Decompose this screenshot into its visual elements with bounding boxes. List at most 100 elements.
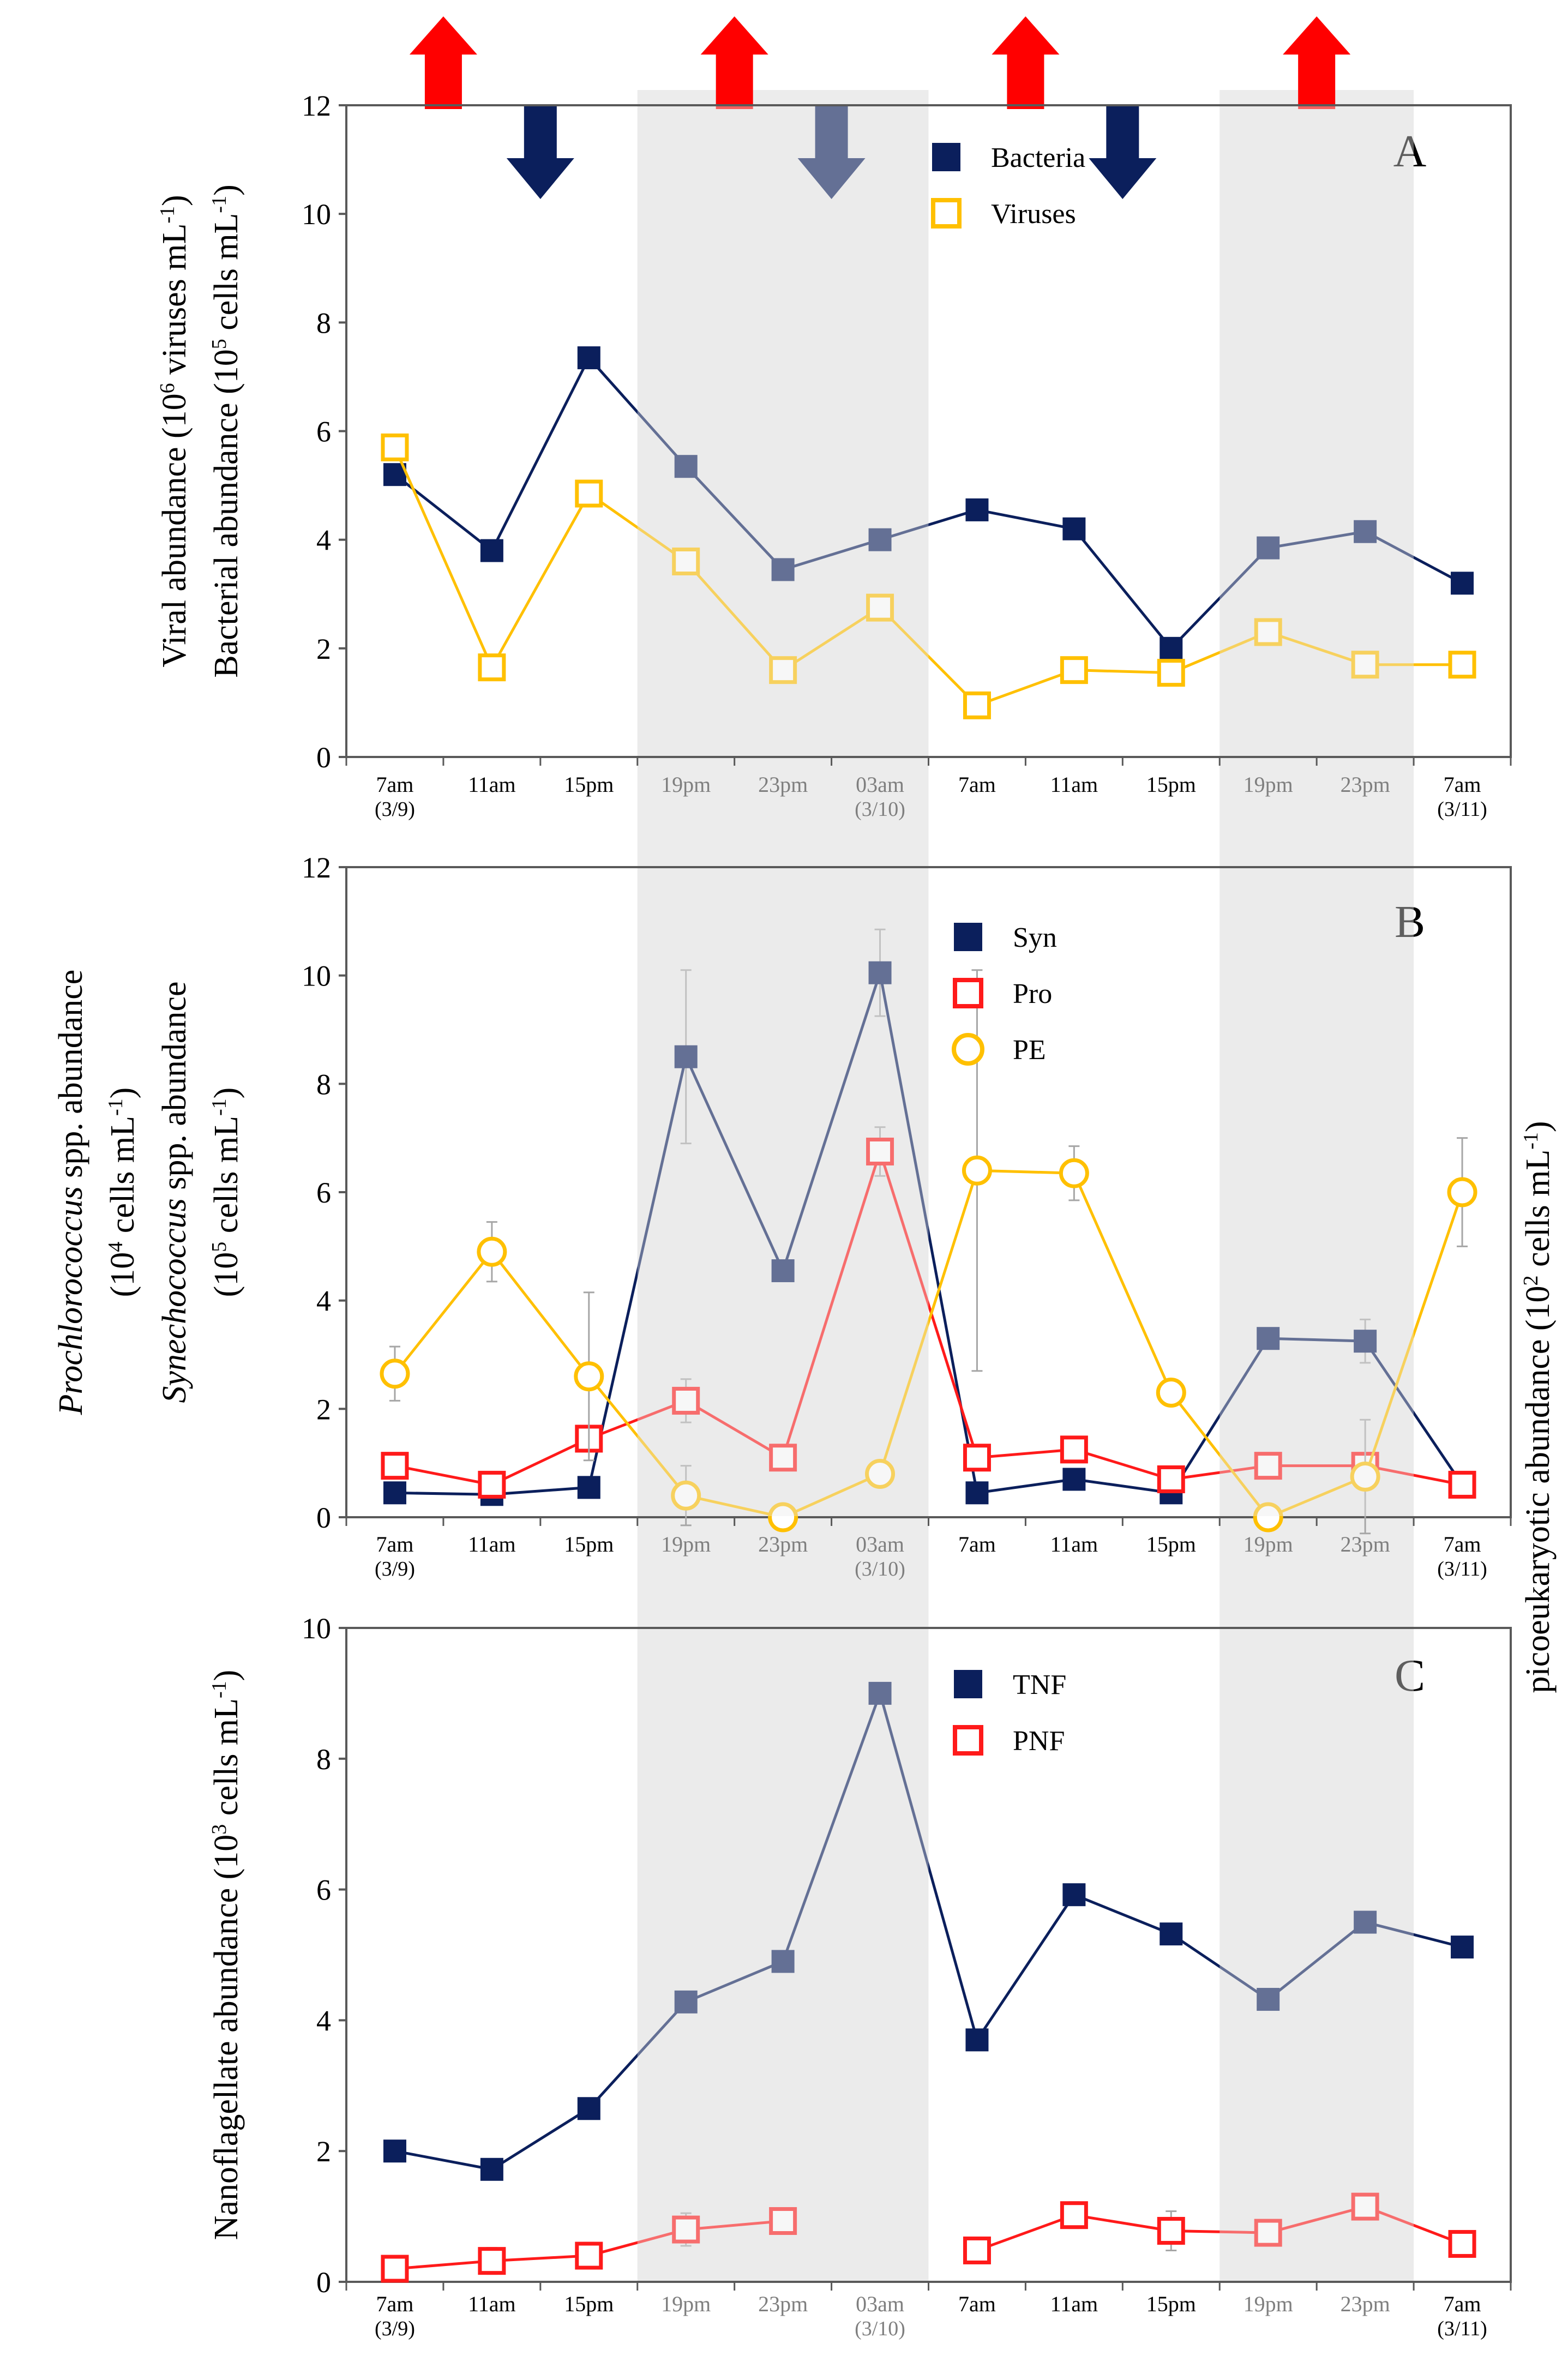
marker-Viruses <box>769 656 797 684</box>
y-tick-label: 2 <box>316 633 331 665</box>
y-tick-label: 0 <box>316 2266 331 2299</box>
y-tick-label: 10 <box>302 960 331 993</box>
x-tick-label: 23pm <box>1341 2292 1390 2316</box>
marker-Bacteria <box>1062 517 1086 540</box>
series-line-PNF <box>976 2214 1075 2252</box>
marker-PNF <box>963 2236 991 2264</box>
series-Viruses <box>381 433 1476 719</box>
series-line-Syn <box>1268 1337 1366 1343</box>
x-tick-label: 15pm <box>1146 1532 1196 1556</box>
marker-TNF <box>577 2097 600 2120</box>
y-axis-title: Prochlorococcus spp. abundance <box>52 970 89 1416</box>
marker-Pro <box>1157 1465 1185 1493</box>
marker-PNF <box>1157 2216 1185 2245</box>
legend-marker <box>953 978 983 1008</box>
series-line-Bacteria <box>1267 530 1366 550</box>
series-line-Pro <box>977 1448 1074 1459</box>
marker-PE <box>574 1361 604 1392</box>
series-line-PE <box>490 1251 590 1378</box>
legend-label: PE <box>1013 1035 1046 1066</box>
series-line-Pro <box>588 1399 687 1440</box>
marker-PE <box>1447 1177 1477 1207</box>
marker-Viruses <box>866 593 894 622</box>
arrow-up-1 <box>700 16 768 109</box>
series-line-Bacteria <box>587 357 687 467</box>
x-tick-date: (3/10) <box>855 798 905 821</box>
panel-letter: C <box>1395 1650 1425 1701</box>
series-line-Viruses <box>782 606 881 671</box>
marker-TNF <box>1451 1936 1474 1959</box>
series-line-Pro <box>1170 1464 1269 1481</box>
marker-PNF <box>1351 2192 1379 2221</box>
arrow-down-0 <box>506 106 574 199</box>
x-tick-date: (3/11) <box>1437 2317 1487 2340</box>
x-tick-label: 15pm <box>564 2292 614 2316</box>
y-tick-label: 2 <box>316 2135 331 2168</box>
x-tick-label: 11am <box>1050 772 1098 797</box>
marker-Viruses <box>1060 656 1088 684</box>
x-tick-label: 03am <box>856 2292 904 2316</box>
series-line-PNF <box>1073 2214 1172 2232</box>
series-line-Bacteria <box>1073 528 1173 650</box>
legend-label: Bacteria <box>991 142 1085 173</box>
marker-TNF <box>480 2157 503 2181</box>
x-tick-label: 7am <box>376 1532 414 1556</box>
series-line-Syn <box>1170 1337 1270 1494</box>
legend-marker <box>952 1033 984 1066</box>
legend-label: PNF <box>1013 1726 1065 1757</box>
marker-TNF <box>1062 1883 1086 1907</box>
series-line-TNF <box>879 1693 978 2041</box>
marker-PNF <box>1060 2201 1088 2229</box>
marker-PNF <box>1254 2219 1282 2247</box>
legend-label: Syn <box>1013 922 1057 953</box>
night-wash <box>1219 1629 1414 2281</box>
legend-marker <box>953 1725 983 1756</box>
marker-TNF <box>868 1681 892 1705</box>
x-tick-date: (3/10) <box>855 1558 905 1580</box>
night-wash <box>637 868 929 1516</box>
y-tick-label: 8 <box>316 1743 331 1776</box>
y-axis-title: (105 cells mL-1) <box>208 1087 245 1297</box>
series-line-TNF <box>491 2107 590 2171</box>
marker-Viruses <box>963 691 991 719</box>
y-tick-label: 6 <box>316 416 331 448</box>
series-line-TNF <box>1365 1921 1463 1949</box>
series-line-Bacteria <box>394 473 493 552</box>
marker-Viruses <box>1448 651 1476 679</box>
marker-PE <box>1253 1502 1283 1532</box>
x-tick-label: 19pm <box>1243 772 1293 797</box>
series-line-PE <box>1267 1475 1366 1519</box>
legend-marker <box>954 1670 982 1698</box>
x-tick-label: 19pm <box>661 2292 711 2316</box>
series-line-Viruses <box>1170 630 1269 674</box>
series-line-Pro <box>685 1399 784 1459</box>
series-line-PE <box>394 1251 493 1375</box>
series-line-PE <box>879 1170 978 1475</box>
marker-Bacteria <box>1160 636 1183 660</box>
series-line-PE <box>977 1169 1074 1175</box>
marker-Syn <box>1257 1327 1280 1350</box>
marker-Pro <box>1448 1470 1476 1499</box>
y-tick-label: 4 <box>316 524 331 557</box>
marker-PNF <box>769 2207 797 2235</box>
y-tick-label: 4 <box>316 1285 331 1318</box>
x-tick-label: 11am <box>468 2292 515 2316</box>
x-tick-label: 03am <box>856 1532 904 1556</box>
night-shade-1 <box>1219 90 1414 2282</box>
legend-marker <box>954 923 982 951</box>
marker-Bacteria <box>965 498 989 521</box>
x-tick-label: 11am <box>468 772 515 797</box>
marker-PNF <box>575 2241 603 2270</box>
y-tick-label: 8 <box>316 1068 331 1101</box>
night-wash <box>1219 106 1414 756</box>
series-line-PNF <box>1365 2205 1463 2245</box>
series-line-Bacteria <box>490 357 591 551</box>
night-wash <box>637 1629 929 2281</box>
series-line-Bacteria <box>782 538 881 571</box>
marker-PE <box>1350 1462 1380 1492</box>
legend-label: Viruses <box>991 199 1076 230</box>
series-line-Viruses <box>1074 669 1172 675</box>
x-tick-label: 15pm <box>564 1532 614 1556</box>
